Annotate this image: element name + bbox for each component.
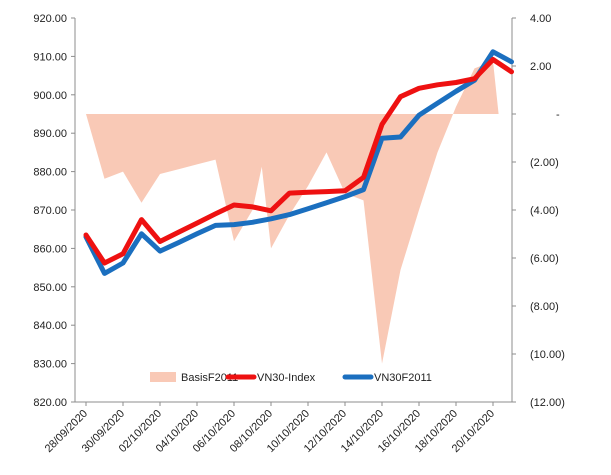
legend-label: BasisF2011 xyxy=(181,372,238,384)
right-tick-label: (12.00) xyxy=(530,397,565,409)
left-tick-label: 860.00 xyxy=(33,243,67,255)
right-tick-label: - xyxy=(556,109,560,121)
lines-layer xyxy=(83,49,514,276)
left-tick-label: 840.00 xyxy=(33,320,67,332)
right-tick-label: (2.00) xyxy=(530,157,559,169)
left-tick-label: 830.00 xyxy=(33,359,67,371)
legend-swatch-basis xyxy=(150,372,176,382)
vn30-index-line xyxy=(83,57,514,266)
left-tick-label: 850.00 xyxy=(33,282,67,294)
left-tick-label: 870.00 xyxy=(33,205,67,217)
axes-layer xyxy=(71,17,516,406)
right-tick-label: 2.00 xyxy=(530,61,551,73)
left-tick-label: 820.00 xyxy=(33,397,67,409)
right-tick-label: (8.00) xyxy=(530,301,559,313)
right-tick-label: (6.00) xyxy=(530,253,559,265)
right-tick-label: (10.00) xyxy=(530,349,565,361)
legend-label: VN30F2011 xyxy=(374,372,432,384)
left-tick-label: 920.00 xyxy=(33,13,67,25)
right-tick-label: (4.00) xyxy=(530,205,559,217)
legend: BasisF2011 VN30-Index VN30F2011 xyxy=(150,372,432,384)
left-tick-label: 890.00 xyxy=(33,128,67,140)
legend-label: VN30-Index xyxy=(257,372,316,384)
right-tick-label: 4.00 xyxy=(530,13,551,25)
vn30f2011-line xyxy=(83,49,514,276)
left-tick-label: 880.00 xyxy=(33,167,67,179)
left-tick-label: 910.00 xyxy=(33,51,67,63)
left-tick-label: 900.00 xyxy=(33,90,67,102)
